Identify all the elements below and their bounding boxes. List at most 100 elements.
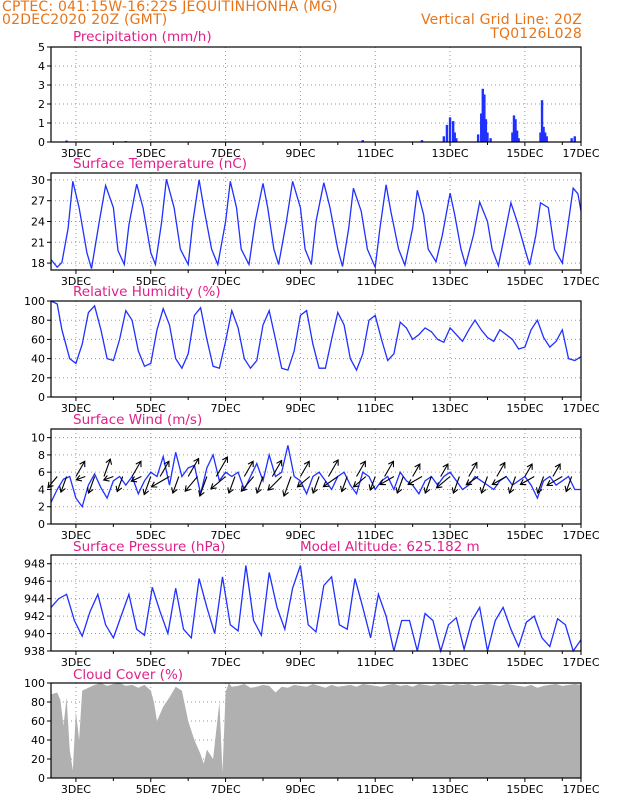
wind-arrow-head (135, 460, 142, 468)
wind-arrow (435, 476, 451, 489)
wind-arrow (75, 460, 86, 477)
wind-arrow-head (115, 485, 123, 493)
wind-arrow-head (491, 479, 499, 486)
pressure-frame (50, 554, 582, 652)
temp-ytick-label: 18 (31, 257, 45, 270)
wind-arrow-shaft (75, 460, 86, 477)
cloud-xtick-label: 5DEC (136, 783, 166, 796)
wind-arrow-head (276, 459, 283, 467)
temp-ytick-label: 24 (31, 216, 45, 229)
wind-arrow-head (296, 481, 304, 488)
wind-arrow-shaft (76, 475, 86, 481)
wind-arrow (395, 476, 404, 494)
wind-arrow-head (193, 457, 200, 465)
wind-arrow (198, 476, 208, 497)
wind-ytick-label: 2 (38, 501, 45, 514)
cloud-xtick-label: 13DEC (432, 783, 469, 796)
wind-arrow-shaft (353, 476, 367, 488)
pressure-xtick-label: 9DEC (285, 656, 315, 669)
wind-arrow-shaft (267, 476, 283, 491)
pressure-ytick-label: 942 (24, 610, 45, 623)
wind-series-line (50, 445, 581, 509)
wind-arrow-shaft (60, 476, 68, 493)
temp-xtick-label: 9DEC (285, 275, 315, 288)
temp-xtick-label: 15DEC (506, 275, 543, 288)
cloud-ytick-label: 0 (38, 772, 45, 785)
wind-arrow-shaft (396, 476, 404, 494)
wind-arrow-shaft (172, 476, 180, 494)
cloud-xtick-label: 17DEC (562, 783, 599, 796)
cloud-panel: 0 20 40 60 80 100 3DEC 5DEC 7DEC 9DEC 11DEC 13DEC 15… (24, 667, 600, 796)
pressure-panel: 938 940 942 944 946 948 3DEC 5DEC 7DEC 9DEC 11DEC 1… (24, 539, 600, 669)
humidity-xtick-label: 9DEC (285, 402, 315, 415)
precip-xtick-label: 7DEC (211, 147, 241, 160)
wind-arrow-shaft (552, 463, 561, 477)
precip-ytick-label: 3 (38, 79, 45, 92)
wind-arrow-head (407, 479, 415, 486)
wind-arrow (171, 476, 180, 494)
wind-arrow-shaft (508, 476, 517, 494)
precip-bar (486, 132, 489, 142)
wind-arrow-head (435, 482, 443, 489)
wind-arrow-shaft (565, 476, 573, 492)
pressure-xtick-label: 7DEC (211, 656, 241, 669)
precip-xtick-label: 13DEC (432, 147, 469, 160)
wind-arrow-head (222, 456, 229, 463)
precip-bar (455, 138, 458, 142)
wind-arrow-shaft (341, 476, 348, 492)
pressure-xtick-label: 15DEC (506, 656, 543, 669)
wind-arrow-head (546, 479, 553, 486)
pressure-title: Surface Pressure (hPa) (73, 539, 226, 555)
pressure-xtick-label: 3DEC (61, 656, 91, 669)
wind-arrow (356, 460, 366, 477)
wind-arrow (379, 476, 395, 486)
wind-arrow-shaft (210, 476, 226, 490)
wind-xtick-label: 17DEC (562, 529, 599, 542)
wind-title: Surface Wind (m/s) (73, 412, 202, 428)
humidity-title: Relative Humidity (%) (73, 284, 221, 300)
wind-arrow-shaft (143, 476, 152, 495)
wind-xtick-label: 13DEC (432, 529, 469, 542)
precip-bar (65, 140, 68, 142)
humidity-ytick-label: 40 (31, 353, 45, 366)
temp-ytick-label: 21 (31, 236, 45, 249)
wind-arrow (215, 456, 229, 477)
wind-xtick-label: 7DEC (211, 529, 241, 542)
precip-bar (515, 130, 519, 142)
wind-arrow-shaft (327, 459, 339, 477)
temp-xtick-label: 13DEC (432, 275, 469, 288)
wind-arrow-head (184, 485, 191, 493)
wind-arrow-shaft (297, 476, 311, 488)
wind-arrow (159, 460, 170, 477)
wind-arrow-shaft (480, 476, 488, 494)
wind-arrow-shaft (131, 476, 142, 482)
cloud-xtick-label: 15DEC (506, 783, 543, 796)
wind-arrow-shaft (384, 460, 394, 477)
wind-arrow-head (105, 458, 113, 465)
wind-arrow-shaft (88, 476, 96, 494)
wind-arrow (130, 476, 142, 483)
wind-arrow-head (451, 487, 459, 494)
humidity-ytick-label: 100 (24, 295, 45, 308)
wind-arrow-head (379, 479, 386, 486)
precip-panel: 0 1 2 3 4 5 3DEC 5DEC 7DEC 9DEC 11DEC 13DEC 15DEC 17D… (38, 29, 600, 160)
wind-arrow-shaft (159, 460, 170, 477)
precip-bar (420, 140, 424, 142)
wind-arrow-head (75, 474, 83, 482)
precip-bar (542, 126, 545, 142)
temp-xtick-label: 11DEC (357, 275, 394, 288)
wind-arrow (507, 476, 517, 494)
wind-arrow (210, 476, 226, 490)
wind-arrow (352, 476, 367, 488)
precip-bar (539, 132, 542, 142)
wind-xtick-label: 3DEC (61, 529, 91, 542)
humidity-xtick-label: 7DEC (211, 402, 241, 415)
pressure-ytick-label: 944 (24, 593, 45, 606)
wind-arrow-head (210, 483, 217, 490)
wind-ytick-label: 0 (38, 518, 45, 531)
precip-bar (573, 136, 576, 142)
temp-ytick-label: 30 (31, 174, 45, 187)
wind-arrow-shaft (116, 476, 124, 492)
wind-arrow-shaft (131, 460, 142, 477)
wind-arrow (103, 458, 113, 477)
